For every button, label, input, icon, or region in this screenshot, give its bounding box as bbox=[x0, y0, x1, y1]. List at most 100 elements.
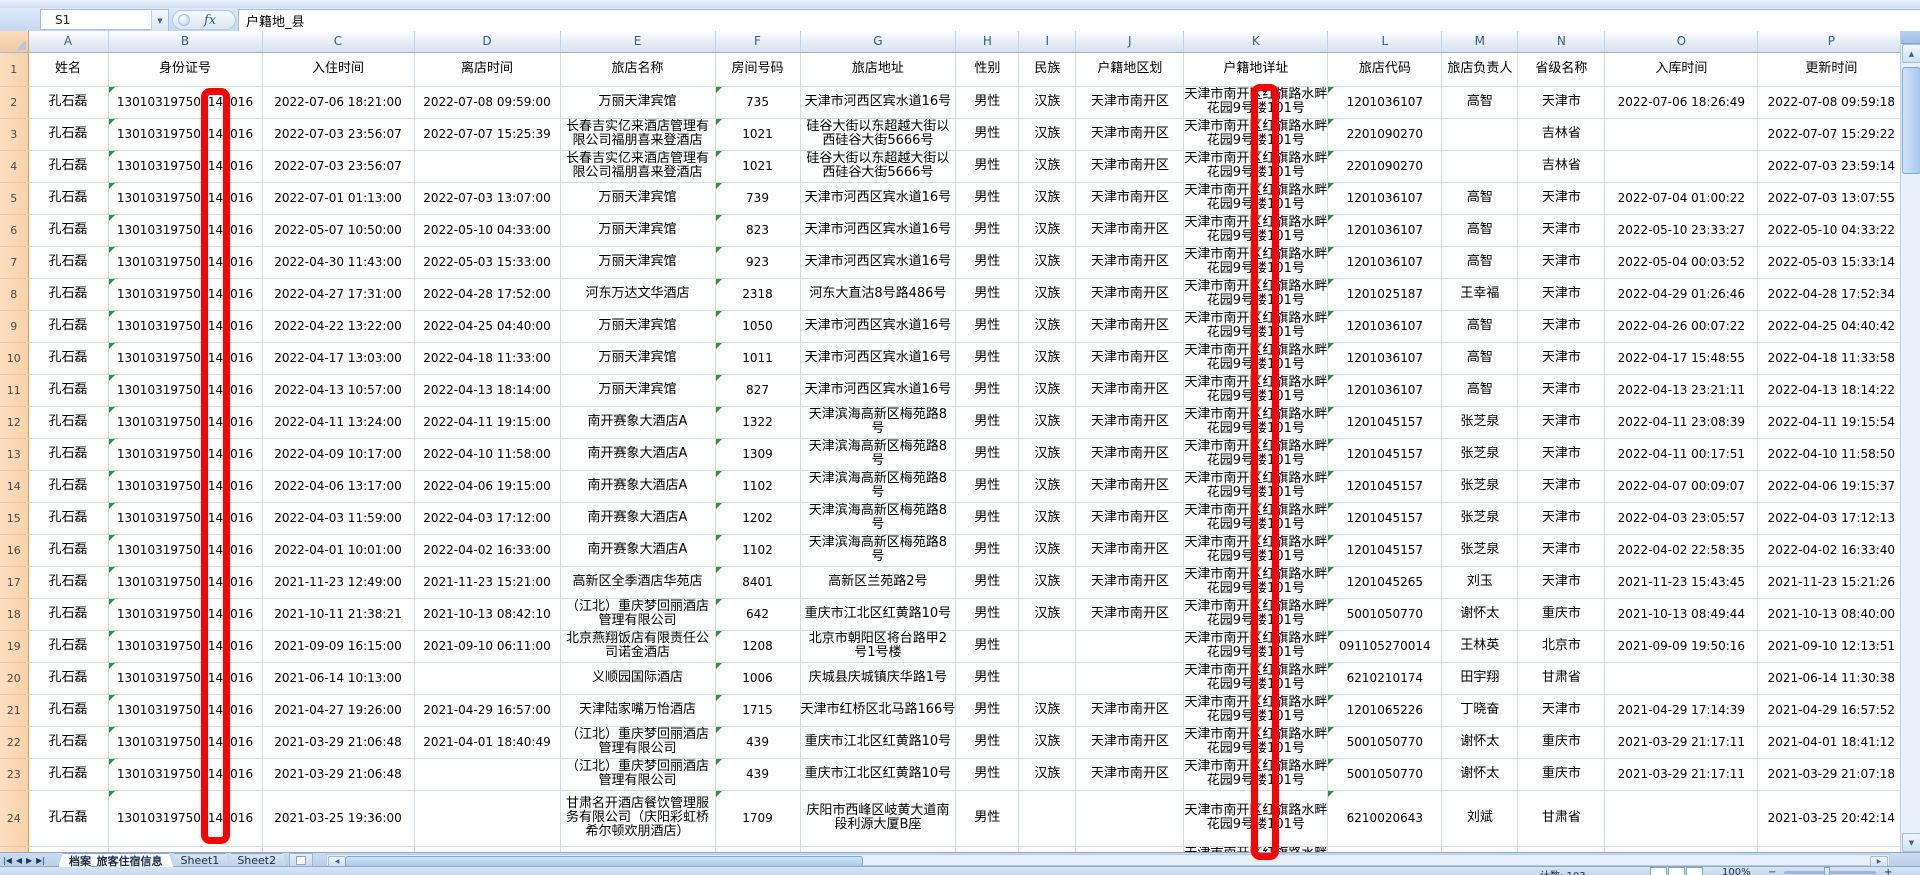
cell[interactable]: 旅店名称 bbox=[560, 52, 716, 87]
cell[interactable]: 天津市南开区红旗路水畔 花园9号楼101号 bbox=[1183, 694, 1329, 727]
cell[interactable]: 2201090270 bbox=[1327, 150, 1443, 183]
cell[interactable]: 田宇翔 bbox=[1441, 662, 1519, 695]
cell[interactable]: 天津市南开区 bbox=[1075, 758, 1185, 791]
cell[interactable]: 高智 bbox=[1441, 182, 1519, 215]
row-header[interactable]: 24 bbox=[0, 790, 29, 847]
cell[interactable]: 2022-04-11 23:08:39 bbox=[1604, 406, 1759, 439]
cell[interactable]: 吉林省 bbox=[1517, 150, 1606, 183]
cell[interactable]: 735 bbox=[715, 86, 801, 119]
cell[interactable]: 2022-07-07 15:25:39 bbox=[414, 118, 561, 151]
cell[interactable]: 2022-04-06 13:17:00 bbox=[262, 470, 415, 503]
cell[interactable]: 1202 bbox=[715, 502, 801, 535]
cell[interactable]: 2021-03-29 21:06:48 bbox=[262, 758, 415, 791]
view-shortcut-buttons[interactable] bbox=[1650, 867, 1704, 875]
cell[interactable] bbox=[1441, 846, 1519, 853]
row-header[interactable]: 14 bbox=[0, 470, 29, 503]
column-header-M[interactable]: M bbox=[1441, 31, 1519, 53]
cell[interactable]: 2022-04-10 11:58:00 bbox=[414, 438, 561, 471]
cell[interactable]: 1201045265 bbox=[1327, 566, 1443, 599]
cell[interactable]: 汉族 bbox=[1018, 534, 1077, 567]
cell[interactable]: 入住时间 bbox=[262, 52, 415, 87]
cell[interactable]: 谢怀太 bbox=[1441, 598, 1519, 631]
cell[interactable]: 2022-04-18 11:33:58 bbox=[1757, 342, 1906, 375]
cell[interactable]: 硅谷大街以东超越大街以 西硅谷大街5666号 bbox=[800, 118, 957, 151]
cell[interactable]: 923 bbox=[715, 246, 801, 279]
cell[interactable]: 天津滨海高新区梅苑路8 号 bbox=[800, 470, 957, 503]
cell[interactable]: 北京市 bbox=[1517, 630, 1606, 663]
cell[interactable]: 天津市南开区 bbox=[1075, 214, 1185, 247]
cell[interactable]: 2022-04-10 11:58:50 bbox=[1757, 438, 1906, 471]
cell[interactable]: 孔石磊 bbox=[28, 86, 109, 119]
cell[interactable]: 重庆市江北区红黄路10号 bbox=[800, 758, 957, 791]
cell[interactable] bbox=[1327, 846, 1443, 853]
cell[interactable]: 天津市 bbox=[1517, 214, 1606, 247]
row-header[interactable]: 20 bbox=[0, 662, 29, 695]
cell[interactable]: 天津滨海高新区梅苑路8 号 bbox=[800, 438, 957, 471]
tab-nav-icon[interactable]: ▶| bbox=[36, 855, 46, 865]
column-header-C[interactable]: C bbox=[262, 31, 415, 53]
cell[interactable] bbox=[262, 846, 415, 853]
cell[interactable]: 天津滨海高新区梅苑路8 号 bbox=[800, 502, 957, 535]
cell[interactable]: 汉族 bbox=[1018, 278, 1077, 311]
insert-function-button[interactable]: fx bbox=[172, 10, 236, 30]
cell[interactable]: 男性 bbox=[955, 566, 1020, 599]
cell[interactable]: 1201045157 bbox=[1327, 438, 1443, 471]
cell[interactable]: 孔石磊 bbox=[28, 374, 109, 407]
cell[interactable]: 天津市河西区宾水道16号 bbox=[800, 342, 957, 375]
cell[interactable]: 天津市河西区宾水道16号 bbox=[800, 214, 957, 247]
cell[interactable]: 南开赛象大酒店A bbox=[560, 470, 716, 503]
cell[interactable]: 旅店代码 bbox=[1327, 52, 1443, 87]
cell[interactable]: 天津市南开区红旗路水畔 花园9号楼101号 bbox=[1183, 630, 1329, 663]
cell[interactable]: 2022-07-07 15:29:22 bbox=[1757, 118, 1906, 151]
cell[interactable]: 刘玉 bbox=[1441, 566, 1519, 599]
cell[interactable]: 孔石磊 bbox=[28, 694, 109, 727]
cell[interactable]: 长春吉实亿来酒店管理有 限公司福朋喜来登酒店 bbox=[560, 150, 716, 183]
cell[interactable]: 旅店地址 bbox=[800, 52, 957, 87]
cell[interactable]: 南开赛象大酒店A bbox=[560, 406, 716, 439]
cell[interactable]: 13010319750 14 016 bbox=[108, 342, 263, 375]
cell[interactable]: 天津市 bbox=[1517, 342, 1606, 375]
cell[interactable]: 1715 bbox=[715, 694, 801, 727]
cell[interactable]: 男性 bbox=[955, 534, 1020, 567]
cell[interactable]: 739 bbox=[715, 182, 801, 215]
cell[interactable]: 庆城县庆城镇庆华路1号 bbox=[800, 662, 957, 695]
cell[interactable]: 1021 bbox=[715, 150, 801, 183]
row-header[interactable]: 18 bbox=[0, 598, 29, 631]
cell[interactable]: 万丽天津宾馆 bbox=[560, 374, 716, 407]
cell[interactable]: 2021-09-09 16:15:00 bbox=[262, 630, 415, 663]
row-header[interactable]: 2 bbox=[0, 86, 29, 119]
cell[interactable]: 13010319750 14 016 bbox=[108, 758, 263, 791]
cell[interactable]: 庆阳市西峰区岐黄大道南 段利源大厦B座 bbox=[800, 790, 957, 847]
cell[interactable]: 1208 bbox=[715, 630, 801, 663]
cell[interactable]: 2022-04-01 10:01:00 bbox=[262, 534, 415, 567]
cell[interactable]: 甘肃省 bbox=[1517, 790, 1606, 847]
insert-worksheet-icon[interactable] bbox=[289, 853, 314, 867]
cell[interactable]: 2022-04-06 19:15:00 bbox=[414, 470, 561, 503]
column-header-O[interactable]: O bbox=[1604, 31, 1759, 53]
cell[interactable]: 2022-04-18 11:33:00 bbox=[414, 342, 561, 375]
cell[interactable]: 13010319750 14 016 bbox=[108, 726, 263, 759]
cell[interactable]: 天津市南开区红旗路水畔 花园9号楼101号 bbox=[1183, 374, 1329, 407]
cell[interactable]: 天津市 bbox=[1517, 438, 1606, 471]
cell[interactable]: 高智 bbox=[1441, 86, 1519, 119]
cell[interactable]: 汉族 bbox=[1018, 726, 1077, 759]
cell[interactable] bbox=[1604, 118, 1759, 151]
cell[interactable]: 天津市南开区 bbox=[1075, 182, 1185, 215]
tab-nav-icon[interactable]: ◀ bbox=[15, 855, 23, 865]
column-header-P[interactable]: P bbox=[1757, 31, 1906, 53]
cell[interactable]: 甘肃省 bbox=[1517, 662, 1606, 695]
row-header[interactable]: 4 bbox=[0, 150, 29, 183]
cell[interactable]: 2022-07-04 01:00:22 bbox=[1604, 182, 1759, 215]
cell[interactable]: 天津市 bbox=[1517, 534, 1606, 567]
cell[interactable]: 2022-04-13 18:14:00 bbox=[414, 374, 561, 407]
cell[interactable]: 天津陆家嘴万怡酒店 bbox=[560, 694, 716, 727]
cell[interactable]: 男性 bbox=[955, 118, 1020, 151]
cell[interactable] bbox=[28, 846, 109, 853]
scroll-up-icon[interactable]: ▲ bbox=[1902, 44, 1920, 63]
cell[interactable]: 2022-05-10 04:33:22 bbox=[1757, 214, 1906, 247]
cell[interactable]: 2201090270 bbox=[1327, 118, 1443, 151]
cell[interactable]: 2022-04-17 15:48:55 bbox=[1604, 342, 1759, 375]
cell[interactable]: 天津滨海高新区梅苑路8 号 bbox=[800, 406, 957, 439]
cell[interactable]: 天津市 bbox=[1517, 374, 1606, 407]
cell[interactable]: 天津市南开区 bbox=[1075, 342, 1185, 375]
